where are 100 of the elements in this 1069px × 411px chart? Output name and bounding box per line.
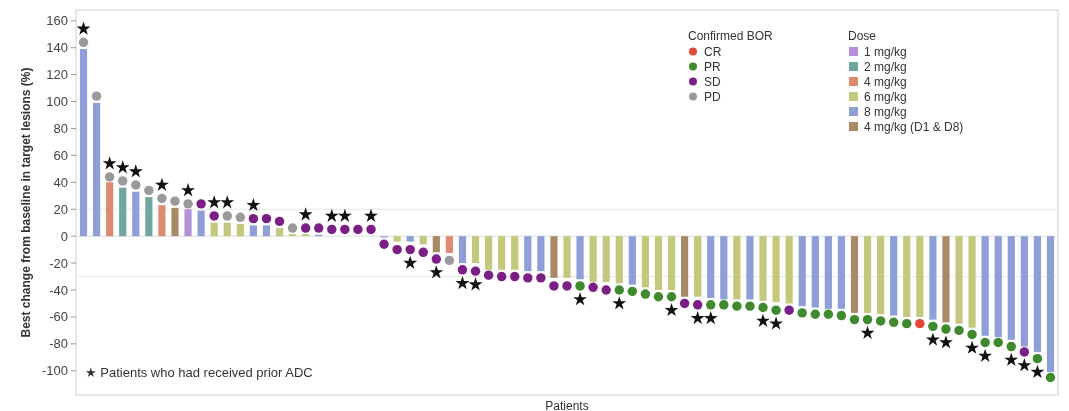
text: Confirmed BOR (688, 29, 773, 43)
point (457, 265, 468, 275)
point (797, 308, 807, 318)
bar (929, 236, 937, 320)
point (888, 317, 899, 328)
legend-label: 8 mg/kg (864, 105, 907, 119)
bar (903, 236, 911, 317)
bar (681, 236, 689, 297)
bar (667, 236, 676, 290)
bar (916, 236, 924, 317)
point (157, 193, 167, 204)
bar (589, 236, 597, 282)
bar (249, 225, 257, 237)
bar (707, 236, 715, 299)
point (928, 321, 938, 332)
point (756, 313, 770, 327)
legend-label: 4 mg/kg (D1 & D8) (864, 120, 964, 134)
point (679, 298, 690, 309)
point (614, 285, 624, 295)
point (235, 212, 246, 223)
y-axis-title: Best change from baseline in target lesions (%) (19, 67, 33, 338)
point (1017, 358, 1032, 372)
point (1004, 352, 1019, 366)
point (300, 223, 311, 233)
bar (223, 222, 231, 237)
point (692, 300, 703, 310)
bar (772, 236, 780, 303)
bar (171, 207, 179, 237)
y-tick-label: 60 (53, 147, 68, 163)
bar (942, 236, 950, 323)
y-tick-label: -80 (49, 336, 68, 352)
point (118, 176, 128, 186)
y-tick-label: 40 (53, 174, 68, 190)
bar (1046, 236, 1055, 373)
bar (615, 236, 623, 284)
point (612, 296, 627, 310)
bar (850, 236, 859, 313)
bar (981, 236, 989, 336)
point (429, 265, 444, 279)
point (418, 247, 428, 258)
bar (837, 236, 845, 309)
bar (406, 236, 414, 242)
point (915, 318, 925, 329)
bar (968, 236, 976, 328)
text: Dose (848, 29, 877, 43)
legend-label: 1 mg/kg (864, 45, 907, 59)
bar (1033, 236, 1042, 352)
bar (994, 236, 1002, 338)
bar (458, 236, 467, 264)
point (690, 310, 705, 325)
bar (955, 236, 963, 324)
bar (275, 228, 284, 237)
point (337, 208, 352, 222)
point (222, 211, 232, 221)
point (510, 271, 520, 282)
legend-label: 4 mg/kg (864, 75, 907, 89)
bar (511, 236, 519, 270)
bar (576, 236, 584, 280)
point (836, 310, 847, 321)
point (91, 91, 102, 101)
point (455, 275, 470, 290)
bar (158, 205, 166, 237)
bar (302, 234, 310, 237)
point (588, 282, 598, 293)
point (925, 332, 940, 346)
point (470, 266, 481, 276)
legend-label: PD (704, 90, 721, 104)
point (392, 244, 402, 255)
point (102, 156, 117, 170)
bar (628, 236, 636, 285)
point (993, 337, 1003, 348)
point (771, 305, 781, 315)
point (1030, 364, 1045, 379)
point (703, 310, 718, 325)
point (144, 185, 154, 196)
point (207, 195, 222, 209)
bar (537, 236, 545, 272)
bar (132, 191, 140, 237)
bar (1007, 236, 1015, 340)
point (483, 270, 494, 280)
bar (289, 234, 297, 237)
bar (602, 236, 610, 282)
point (823, 309, 834, 319)
bar (746, 236, 754, 300)
point (860, 325, 875, 339)
point (327, 224, 337, 235)
point (220, 195, 235, 209)
point (340, 224, 350, 235)
y-tick-label: -100 (41, 363, 68, 379)
bar (641, 236, 649, 288)
bar (485, 236, 493, 270)
point (364, 208, 378, 222)
annotation: ★ Patients who had received prior ADC (85, 365, 313, 380)
point (536, 273, 546, 283)
bar (733, 236, 741, 300)
bar (877, 236, 885, 315)
legend-label: CR (704, 45, 722, 59)
y-tick-label: -40 (49, 282, 68, 298)
point (181, 183, 195, 197)
bar (79, 49, 88, 237)
